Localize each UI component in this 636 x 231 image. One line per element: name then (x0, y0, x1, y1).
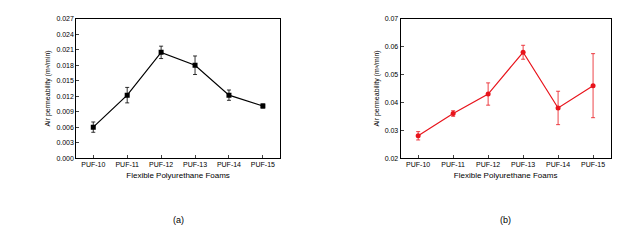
svg-text:PUF-12: PUF-12 (149, 161, 173, 168)
svg-text:0.012: 0.012 (56, 93, 74, 100)
svg-text:Flexible Polyurethane Foams: Flexible Polyurethane Foams (454, 171, 558, 180)
svg-text:0.02: 0.02 (385, 155, 399, 162)
svg-text:0.018: 0.018 (56, 62, 74, 69)
svg-text:0.009: 0.009 (56, 108, 74, 115)
svg-text:PUF-10: PUF-10 (406, 161, 430, 168)
svg-text:0.015: 0.015 (56, 77, 74, 84)
svg-text:(b): (b) (500, 215, 511, 225)
svg-text:0.024: 0.024 (56, 31, 74, 38)
svg-text:PUF-14: PUF-14 (546, 161, 570, 168)
svg-text:Flexible Polyurethane Foams: Flexible Polyurethane Foams (126, 171, 230, 180)
svg-text:0.021: 0.021 (56, 46, 74, 53)
svg-text:0.06: 0.06 (385, 43, 399, 50)
svg-text:Air permeability (m³/min): Air permeability (m³/min) (373, 50, 381, 126)
svg-text:0.05: 0.05 (385, 71, 399, 78)
svg-text:(a): (a) (173, 215, 184, 225)
svg-text:0.07: 0.07 (385, 15, 399, 22)
svg-text:0.006: 0.006 (56, 124, 74, 131)
svg-text:PUF-15: PUF-15 (251, 161, 275, 168)
svg-text:PUF-14: PUF-14 (217, 161, 241, 168)
svg-text:PUF-11: PUF-11 (441, 161, 465, 168)
svg-text:PUF-13: PUF-13 (511, 161, 535, 168)
svg-text:PUF-12: PUF-12 (476, 161, 500, 168)
svg-text:0.03: 0.03 (385, 127, 399, 134)
svg-text:0.027: 0.027 (56, 15, 74, 22)
svg-text:PUF-15: PUF-15 (581, 161, 605, 168)
svg-text:PUF-10: PUF-10 (81, 161, 105, 168)
svg-text:PUF-11: PUF-11 (115, 161, 139, 168)
svg-text:0.003: 0.003 (56, 139, 74, 146)
svg-text:0.04: 0.04 (385, 99, 399, 106)
svg-text:PUF-13: PUF-13 (183, 161, 207, 168)
svg-text:0.000: 0.000 (56, 155, 74, 162)
svg-text:Air permeability (m³/min): Air permeability (m³/min) (44, 50, 52, 126)
